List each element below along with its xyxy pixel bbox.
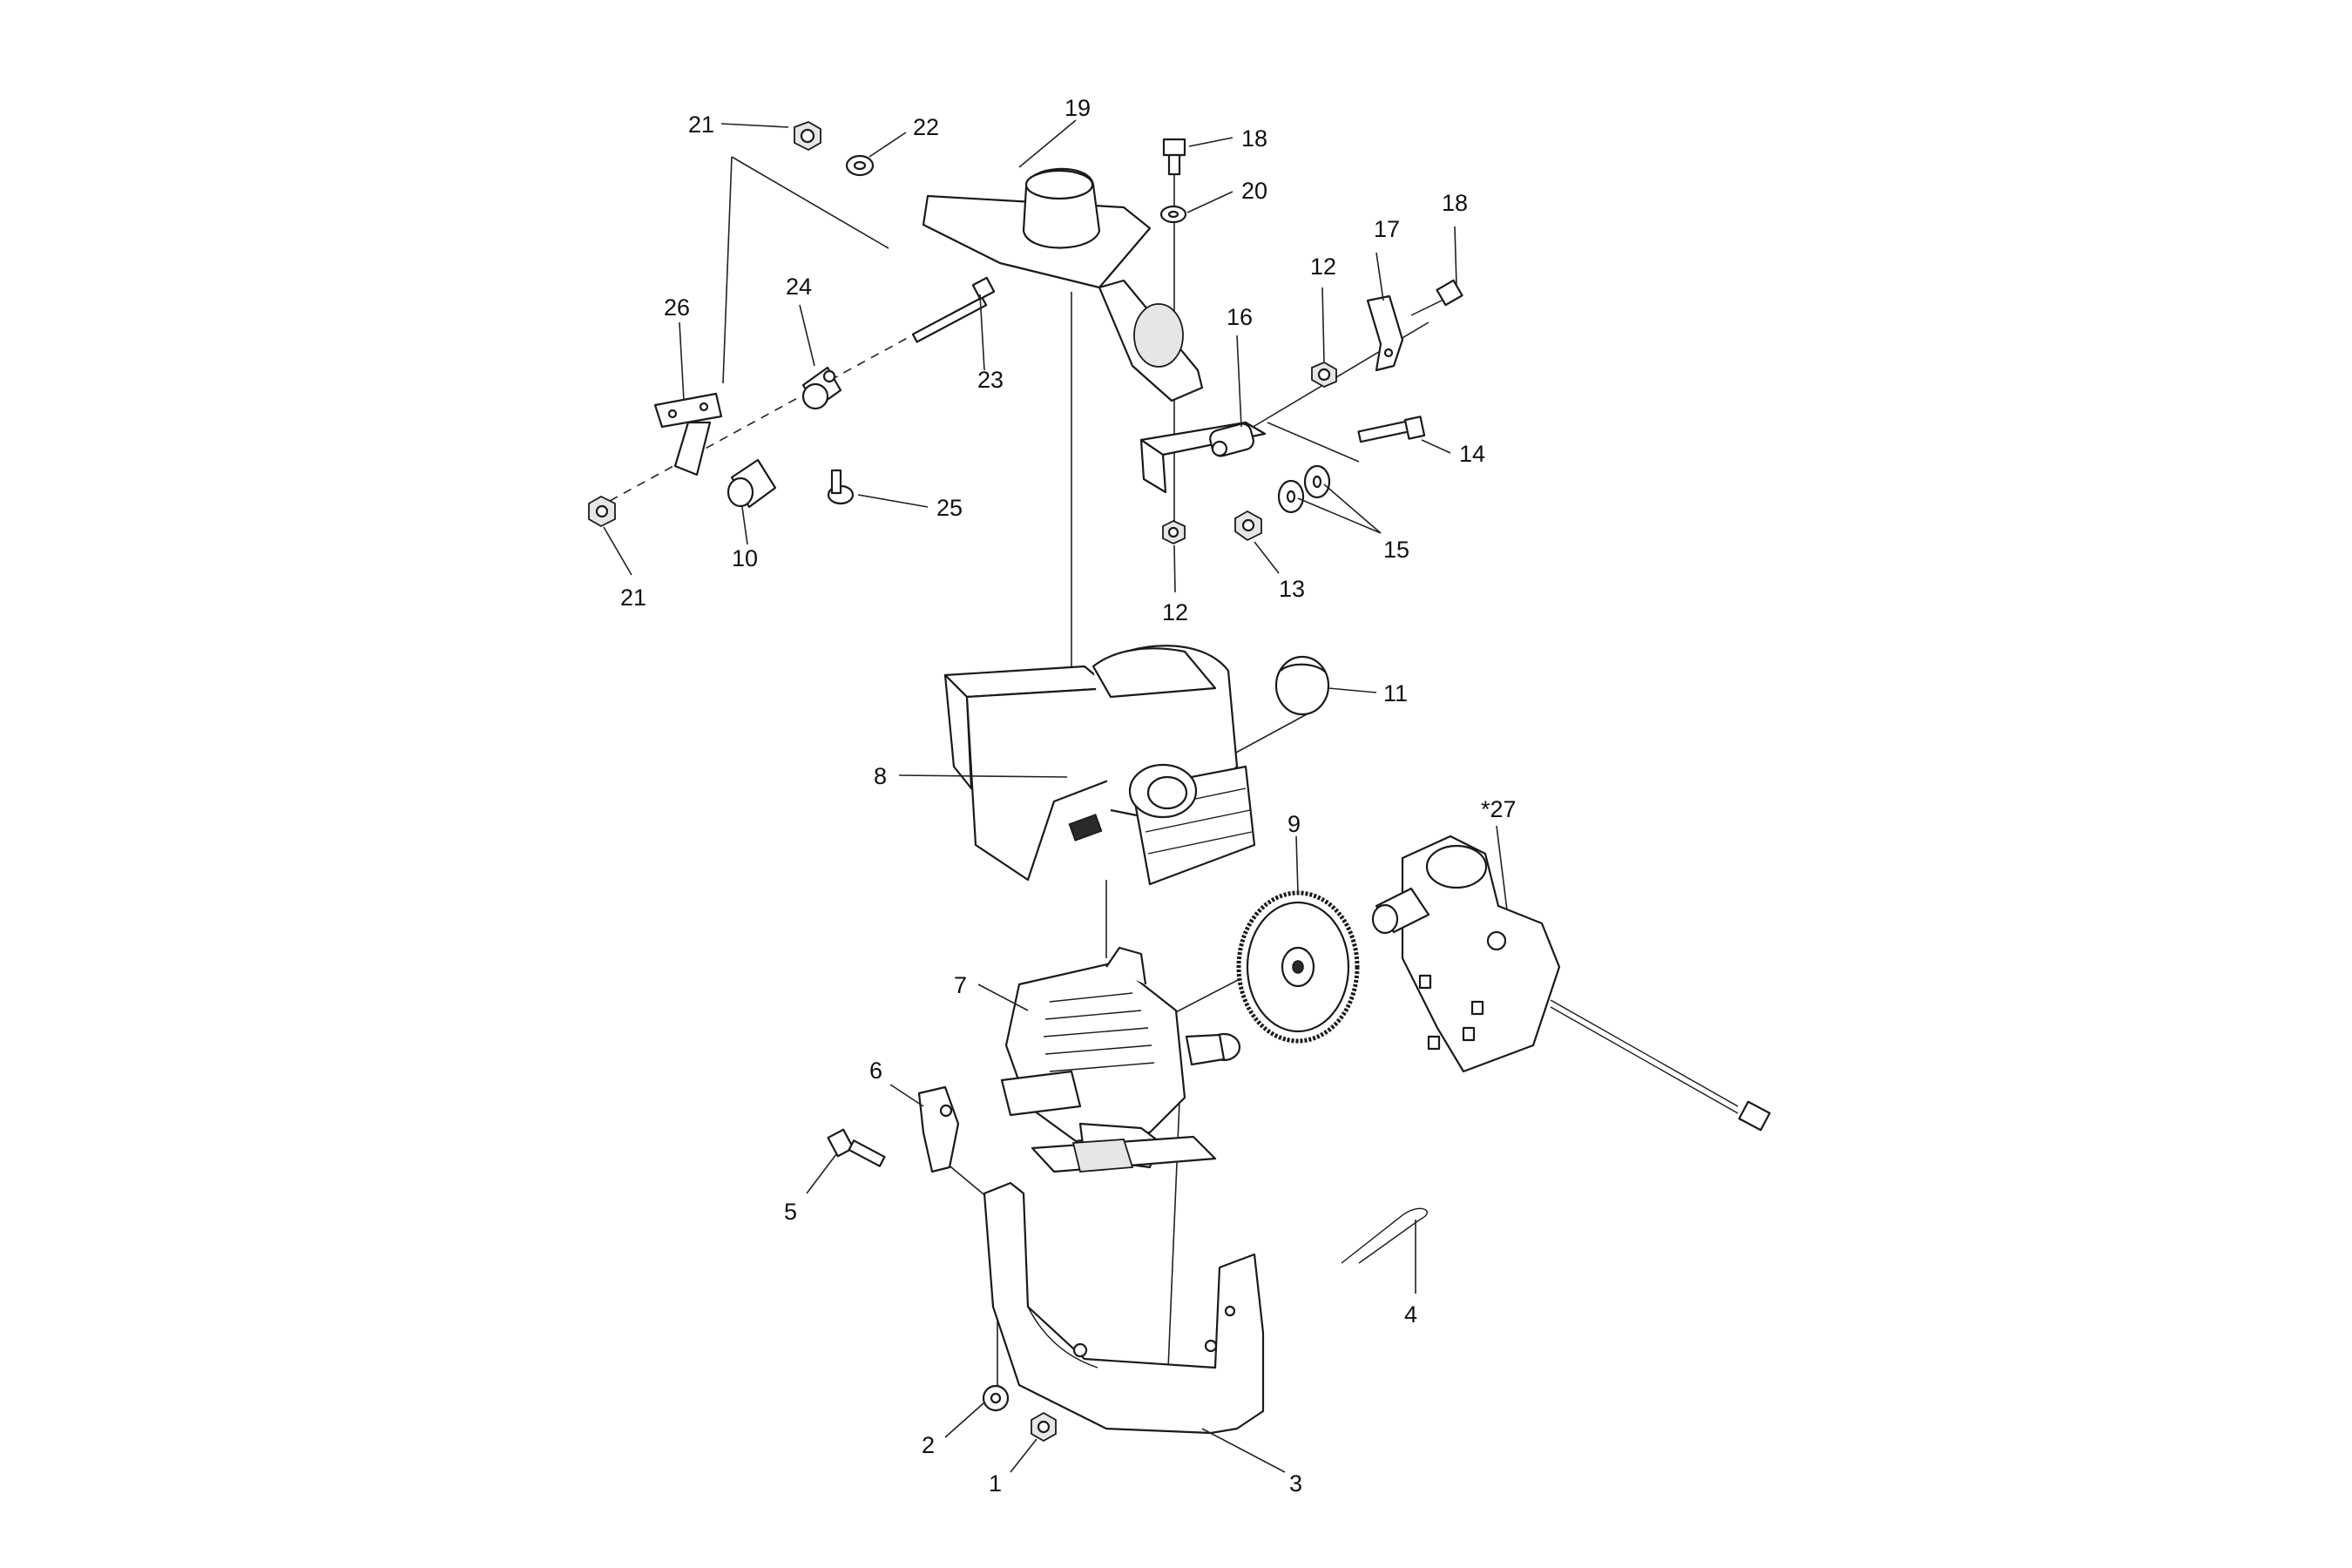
part-7-impeller-housing <box>1000 946 1241 1169</box>
callout-20: 20 <box>1241 178 1267 204</box>
callout-23: 23 <box>977 367 1004 393</box>
callout-22: 22 <box>913 114 939 140</box>
part-11-cap <box>1274 655 1330 716</box>
part-15-washers <box>1277 464 1331 514</box>
callout-9: 9 <box>1288 811 1301 837</box>
part-17-lever-plate <box>1366 294 1404 372</box>
part-26-lock-plate <box>653 392 723 476</box>
callout-19: 19 <box>1064 95 1091 121</box>
callout-25: 25 <box>936 495 963 521</box>
callout-6: 6 <box>869 1058 882 1084</box>
part-10-bushing <box>727 458 777 509</box>
part-21-nut-top <box>794 121 821 152</box>
part-23-pin <box>911 276 996 343</box>
leader-lines <box>603 119 1508 1473</box>
part-16-pivot-bracket <box>1139 421 1267 494</box>
part-2-washer <box>982 1384 1010 1412</box>
part-6-latch <box>917 1085 960 1173</box>
part-13-nut <box>1234 510 1262 542</box>
callout-12-upper: 12 <box>1310 253 1336 280</box>
callout-26: 26 <box>664 294 690 321</box>
callout-3: 3 <box>1289 1470 1302 1497</box>
part-9-gear <box>1236 890 1360 1044</box>
part-14-bolt-long <box>1357 416 1426 443</box>
part-5-bolt <box>827 1128 886 1167</box>
callout-18-right: 18 <box>1442 190 1468 216</box>
part-12-nut-upper <box>1311 361 1337 389</box>
callout-11: 11 <box>1383 680 1408 706</box>
callout-2: 2 <box>922 1432 935 1458</box>
callout-labels: 21 22 19 18 20 18 17 12 16 26 24 23 14 2… <box>620 95 1517 1497</box>
callout-10: 10 <box>732 545 758 571</box>
callout-1: 1 <box>989 1470 1002 1497</box>
part-21-nut-left <box>588 495 616 528</box>
part-24-spacer <box>801 366 842 410</box>
part-25-carriage-bolt <box>827 469 855 505</box>
callout-8: 8 <box>874 763 887 789</box>
callout-14: 14 <box>1459 441 1485 467</box>
callout-27: *27 <box>1481 796 1517 822</box>
callout-21-left: 21 <box>620 585 646 611</box>
callout-15: 15 <box>1383 537 1409 563</box>
part-20-washer <box>1159 205 1187 224</box>
part-18-bolt-top <box>1162 138 1186 176</box>
part-8-chute-housing <box>943 645 1256 886</box>
part-18-bolt-right <box>1410 279 1463 316</box>
callout-16: 16 <box>1227 304 1253 330</box>
callout-5: 5 <box>784 1199 797 1225</box>
part-19-chute-bracket <box>922 167 1204 402</box>
callout-21-top: 21 <box>688 112 714 138</box>
part-27-motor-assembly <box>1371 835 1771 1132</box>
part-3-frame <box>983 1135 1265 1435</box>
callout-4: 4 <box>1404 1301 1417 1328</box>
part-1-nut <box>1031 1411 1057 1443</box>
callout-7: 7 <box>954 972 967 998</box>
callout-17: 17 <box>1374 216 1400 242</box>
callout-24: 24 <box>786 274 812 300</box>
callout-13: 13 <box>1279 576 1305 602</box>
callout-12-lower: 12 <box>1162 599 1188 625</box>
part-12-nut-lower <box>1162 520 1186 544</box>
part-4-hairpin <box>1341 1207 1428 1264</box>
part-22-washer <box>845 154 875 177</box>
callout-18-top: 18 <box>1241 125 1267 152</box>
